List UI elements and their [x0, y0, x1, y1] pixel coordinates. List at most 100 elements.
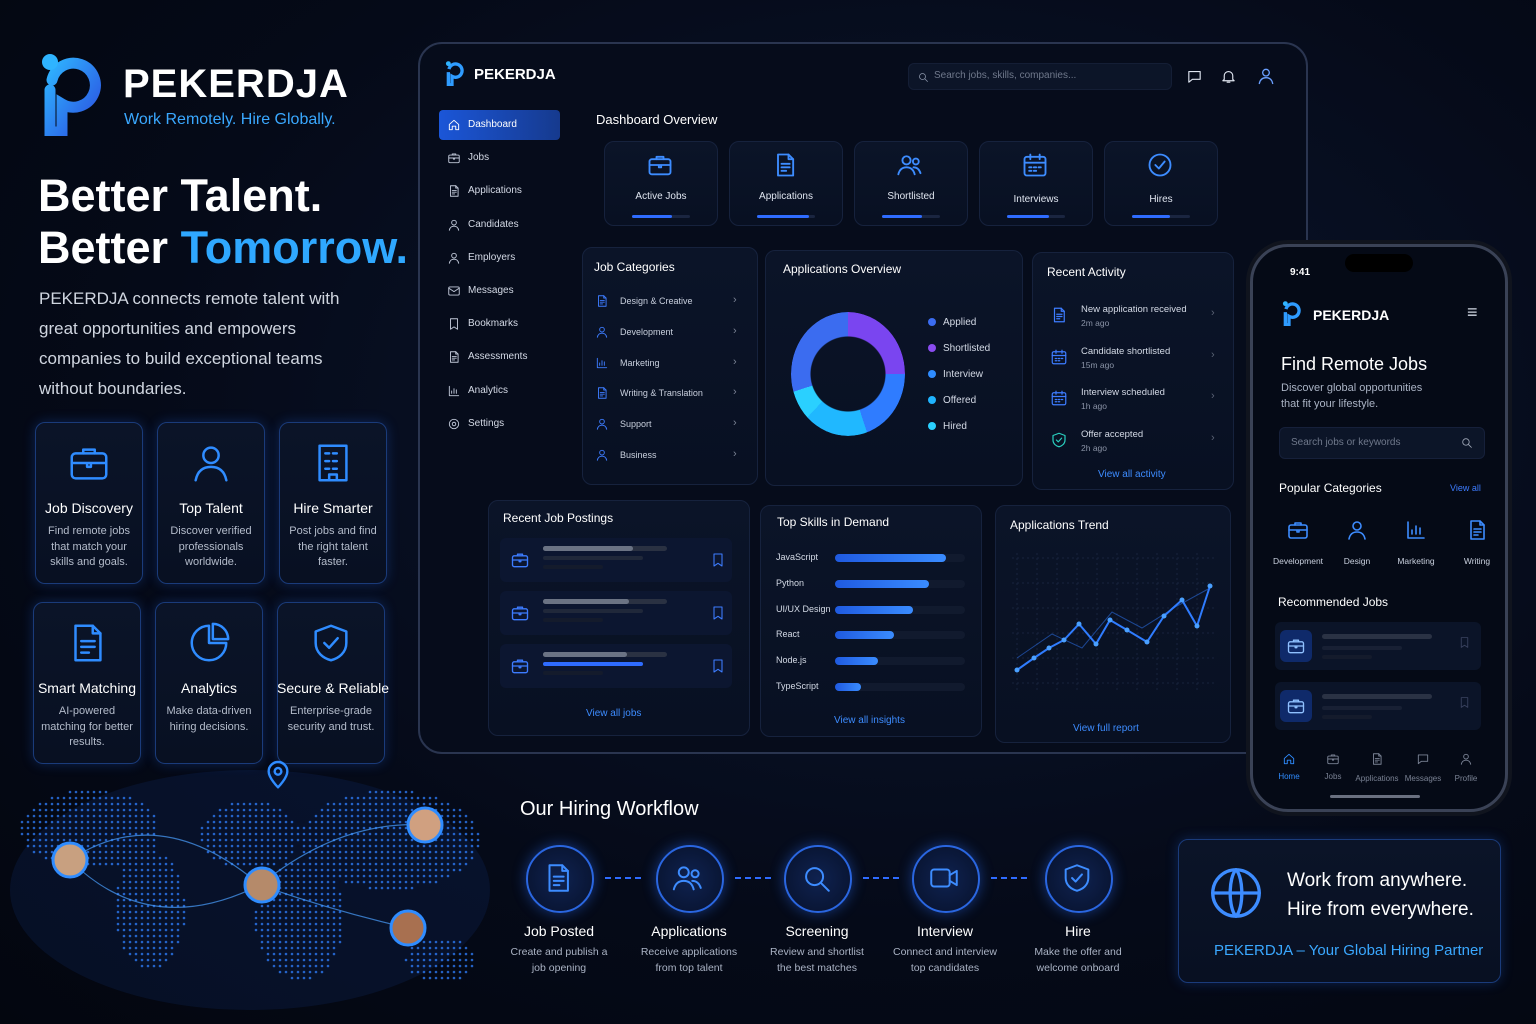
decor-shape — [110, 820, 114, 824]
category-item[interactable]: Business — [620, 450, 657, 460]
link[interactable]: View all jobs — [586, 708, 642, 719]
decor-shape — [332, 808, 336, 812]
decor-shape — [428, 868, 432, 872]
decor-shape — [80, 790, 84, 794]
menu-icon[interactable]: ≡ — [1467, 302, 1478, 322]
decor-shape — [1463, 753, 1469, 760]
nav-item[interactable]: Candidates — [439, 210, 560, 240]
skill-bar — [835, 657, 878, 666]
decor-shape — [464, 844, 468, 848]
decor-shape — [1288, 524, 1308, 539]
decor-shape — [314, 946, 318, 950]
decor-shape — [122, 820, 126, 824]
decor-shape — [1051, 390, 1067, 406]
decor-shape — [362, 874, 366, 878]
decor-shape — [458, 814, 462, 818]
tab-label[interactable]: Jobs — [1324, 772, 1342, 781]
tab-label[interactable]: Home — [1278, 772, 1300, 781]
link[interactable]: View all — [1450, 483, 1481, 493]
decor-shape — [254, 826, 258, 830]
decor-shape — [140, 856, 144, 860]
decor-shape — [242, 850, 246, 854]
decor-shape — [194, 446, 228, 482]
decor-shape — [272, 964, 276, 968]
search-bar[interactable]: Search jobs, skills, companies... — [908, 63, 1172, 90]
decor-shape — [296, 970, 300, 974]
decor-shape — [458, 844, 462, 848]
decor-shape — [362, 814, 366, 818]
icon — [671, 861, 705, 895]
nav-item[interactable]: Settings — [439, 409, 560, 439]
decor-shape — [511, 606, 529, 621]
category-item[interactable]: Marketing — [620, 357, 660, 368]
decor-shape — [170, 922, 174, 926]
decor-shape — [212, 820, 216, 824]
skill-bar — [835, 605, 913, 614]
decor-shape — [314, 814, 318, 818]
nav-item[interactable]: Dashboard — [439, 110, 560, 140]
decor-shape — [70, 448, 108, 480]
category-item[interactable]: Support — [620, 419, 652, 430]
nav-item[interactable]: Messages — [439, 276, 560, 306]
nav-item[interactable]: Employers — [439, 243, 560, 273]
category-label[interactable]: Marketing — [1397, 556, 1435, 566]
icon — [1050, 348, 1068, 366]
decor-shape — [158, 910, 162, 914]
decor-shape — [302, 904, 306, 908]
decor-shape — [596, 424, 608, 430]
decor-shape — [38, 838, 42, 842]
decor-shape — [146, 910, 150, 914]
category-label[interactable]: Development — [1272, 556, 1324, 566]
decor-shape — [398, 862, 402, 866]
nav-label: Messages — [468, 285, 514, 296]
decor-shape — [266, 856, 270, 860]
decor-shape — [140, 940, 144, 944]
link[interactable]: View all insights — [834, 715, 905, 726]
decor-shape — [92, 862, 96, 866]
tab-label[interactable]: Messages — [1404, 774, 1442, 783]
decor-shape — [224, 856, 228, 860]
step-circle — [784, 845, 852, 913]
decor-shape — [80, 826, 84, 830]
decor-shape — [428, 856, 432, 860]
decor-shape — [368, 886, 372, 890]
activity-text: New application received — [1081, 304, 1187, 315]
category-item[interactable]: Writing & Translation — [620, 388, 703, 399]
decor-shape — [146, 958, 150, 962]
decor-shape — [1473, 520, 1485, 536]
nav-item[interactable]: Bookmarks — [439, 309, 560, 339]
category-item[interactable]: Design & Creative — [620, 296, 693, 306]
feature-title: Smart Matching — [37, 680, 137, 696]
decor-shape — [452, 814, 456, 818]
decor-shape — [260, 820, 264, 824]
search-bar[interactable]: Search jobs or keywords — [1279, 427, 1485, 459]
skill-name: Node.js — [776, 655, 807, 666]
decor-shape — [68, 814, 72, 818]
decor-shape — [272, 862, 276, 866]
decor-shape — [152, 952, 156, 956]
link[interactable]: View all activity — [1098, 469, 1166, 480]
tab-label[interactable]: Applications — [1355, 774, 1399, 783]
link[interactable]: View full report — [1073, 723, 1139, 734]
decor-shape — [897, 166, 922, 176]
nav-item[interactable]: Assessments — [439, 342, 560, 372]
step-title: Interview — [916, 923, 974, 939]
nav-item[interactable]: Jobs — [439, 143, 560, 173]
tab-label[interactable]: Profile — [1454, 774, 1478, 783]
decor-shape — [278, 844, 282, 848]
decor-shape — [446, 958, 450, 962]
decor-shape — [242, 802, 246, 806]
decor-shape — [1417, 754, 1429, 765]
decor-shape — [448, 418, 460, 429]
category-item[interactable]: Development — [620, 326, 674, 337]
nav-item[interactable]: Applications — [439, 176, 560, 206]
category-label[interactable]: Design — [1343, 556, 1371, 566]
nav-item[interactable]: Analytics — [439, 376, 560, 406]
category-label[interactable]: Writing — [1463, 556, 1491, 566]
decor-shape — [134, 916, 138, 920]
decor-shape — [464, 826, 468, 830]
decor-shape — [511, 659, 529, 669]
decor-shape — [392, 880, 396, 884]
decor-shape — [326, 814, 330, 818]
feature-title: Secure & Reliable — [277, 680, 390, 696]
